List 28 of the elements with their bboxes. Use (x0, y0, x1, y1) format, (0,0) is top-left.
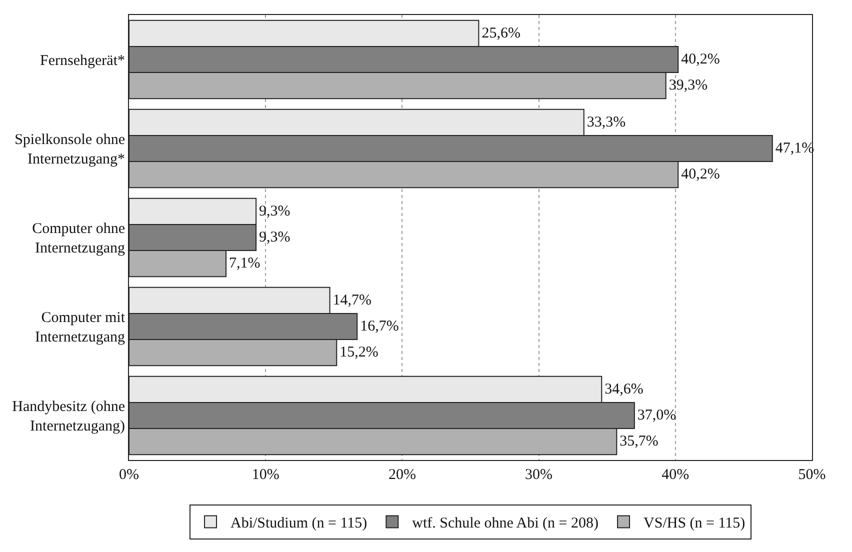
data-label: 40,2% (681, 166, 720, 183)
data-label: 15,2% (340, 344, 378, 361)
data-label: 39,3% (668, 78, 708, 94)
legend-label: wtf. Schule ohne Abi (n = 208) (412, 516, 599, 532)
y-tick-label: Computer mit Internetzugang (35, 310, 126, 346)
x-tick-label: 30% (525, 467, 553, 483)
data-label: 9,3% (259, 203, 290, 220)
legend-label: Abi/Studium (n = 115) (230, 516, 368, 532)
data-label: 40,2% (681, 52, 720, 68)
x-tick-label: 10% (252, 467, 280, 483)
data-label: 37,0% (637, 408, 676, 424)
y-tick-label: Spielkonsole ohne Internetzugang* (14, 132, 126, 168)
data-label: 7,1% (228, 256, 260, 272)
data-label: 9,3% (259, 230, 290, 246)
y-tick-label: Fernsehgerät* (40, 52, 125, 69)
x-tick-label: 0% (119, 467, 139, 483)
x-tick-label: 20% (388, 467, 416, 483)
data-label: 14,7% (332, 292, 372, 308)
y-tick-label: Handybesitz (ohne Internetzugang) (12, 399, 126, 434)
data-label: 33,3% (586, 114, 626, 130)
y-tick-label: Computer ohne Internetzugang (32, 221, 126, 256)
data-label: 25,6% (482, 25, 520, 42)
data-label: 34,6% (604, 381, 644, 398)
data-label: 35,7% (620, 434, 658, 450)
x-tick-label: 50% (798, 467, 826, 483)
legend-label: VS/HS (n = 115) (644, 516, 746, 532)
data-label: 16,7% (360, 318, 399, 334)
x-tick-label: 40% (662, 467, 690, 483)
